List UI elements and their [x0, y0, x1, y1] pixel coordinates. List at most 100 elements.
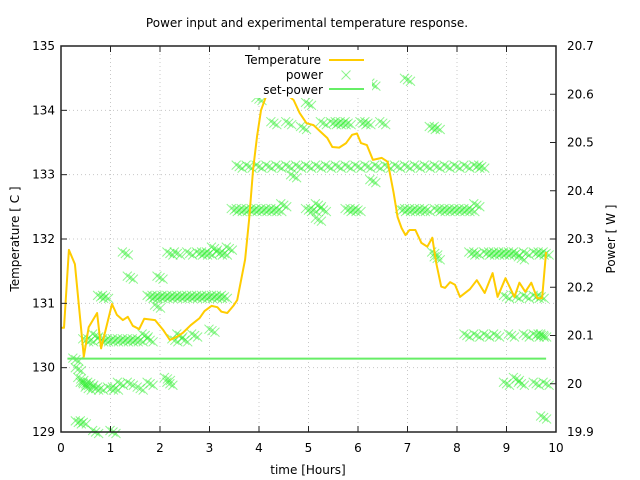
power-point	[536, 292, 547, 302]
power-mark-stroke	[528, 290, 539, 301]
power-mark-stroke	[432, 253, 443, 264]
power-point	[162, 247, 172, 257]
power-point	[181, 290, 192, 301]
power-point	[528, 377, 539, 388]
power-mark-stroke	[231, 160, 242, 170]
power-point	[402, 74, 413, 85]
power-mark-stroke	[237, 163, 248, 173]
power-point	[125, 272, 136, 283]
power-point	[97, 290, 108, 301]
power-mark-stroke	[364, 174, 375, 185]
power-mark-stroke	[508, 247, 519, 257]
power-point	[162, 377, 172, 388]
power-mark-stroke	[336, 163, 347, 173]
power-point	[439, 160, 449, 170]
power-mark-stroke	[219, 292, 230, 302]
power-point	[473, 160, 484, 170]
power-mark-stroke	[285, 169, 296, 180]
power-mark-stroke	[498, 247, 509, 257]
power-mark-stroke	[429, 121, 440, 132]
power-mark-stroke	[117, 333, 128, 344]
power-point	[273, 161, 284, 172]
power-point	[380, 119, 391, 130]
power-point	[389, 160, 400, 170]
power-mark-stroke	[474, 332, 485, 342]
power-point	[286, 119, 297, 130]
power-mark-stroke	[442, 161, 452, 172]
power-point	[186, 329, 197, 339]
power-point	[518, 329, 529, 339]
power-point	[452, 161, 462, 172]
power-mark-stroke	[162, 377, 172, 388]
power-mark-stroke	[498, 290, 509, 301]
power-mark-stroke	[414, 203, 425, 214]
power-mark-stroke	[306, 100, 317, 111]
power-mark-stroke	[280, 160, 291, 170]
power-mark-stroke	[478, 329, 489, 339]
y-tick-label: 131	[32, 296, 55, 310]
power-point	[432, 161, 443, 172]
y2-tick-label: 20	[567, 377, 582, 391]
power-mark-stroke	[261, 160, 271, 170]
power-mark-stroke	[122, 333, 133, 344]
power-mark-stroke	[449, 203, 459, 214]
power-mark-stroke	[518, 247, 529, 257]
power-point	[404, 203, 415, 214]
power-point	[498, 377, 509, 388]
power-point	[488, 247, 499, 257]
power-mark-stroke	[504, 293, 515, 304]
power-point	[521, 248, 532, 259]
power-mark-stroke	[175, 250, 186, 260]
power-mark-stroke	[353, 205, 363, 215]
power-mark-stroke	[415, 163, 426, 173]
power-mark-stroke	[234, 161, 245, 172]
power-point	[73, 364, 84, 375]
power-point	[539, 293, 550, 304]
power-point	[103, 293, 114, 304]
power-point	[340, 116, 350, 127]
power-mark-stroke	[256, 203, 266, 214]
y-tick-label: 129	[32, 425, 55, 439]
power-mark-stroke	[498, 377, 509, 388]
power-mark-stroke	[310, 213, 321, 224]
power-point	[122, 333, 133, 344]
power-mark-stroke	[402, 161, 413, 172]
power-point	[544, 380, 554, 391]
power-point	[70, 362, 81, 373]
power-mark-stroke	[93, 332, 104, 342]
power-mark-stroke	[528, 377, 539, 388]
power-point	[206, 290, 217, 301]
power-mark-stroke	[143, 332, 154, 342]
power-mark-stroke	[468, 198, 479, 209]
power-mark-stroke	[392, 161, 403, 172]
power-point	[111, 428, 121, 439]
power-mark-stroke	[145, 335, 155, 346]
power-mark-stroke	[432, 161, 443, 172]
power-point	[350, 203, 360, 214]
power-point	[281, 201, 292, 212]
power-mark-stroke	[171, 329, 182, 339]
power-mark-stroke	[280, 116, 291, 127]
x-tick-label: 4	[255, 441, 263, 455]
power-mark-stroke	[465, 332, 475, 342]
power-point	[112, 377, 123, 388]
power-point	[468, 329, 479, 339]
power-mark-stroke	[459, 203, 469, 214]
grid-lines	[61, 46, 556, 432]
y-axis-label: Temperature [ C ]	[8, 186, 22, 292]
power-mark-stroke	[531, 378, 542, 389]
y2-tick-label: 20.6	[567, 87, 594, 101]
power-point	[343, 118, 353, 129]
power-point	[374, 116, 385, 127]
power-mark-stroke	[511, 292, 522, 302]
power-mark-stroke	[404, 203, 415, 214]
power-point	[449, 203, 459, 214]
power-point	[290, 160, 301, 170]
power-point	[360, 160, 370, 170]
power-mark-stroke	[528, 329, 539, 339]
power-mark-stroke	[399, 73, 410, 84]
power-point	[87, 425, 98, 436]
y-tick-label: 135	[32, 39, 55, 53]
power-point	[159, 372, 170, 383]
power-mark-stroke	[459, 329, 469, 339]
